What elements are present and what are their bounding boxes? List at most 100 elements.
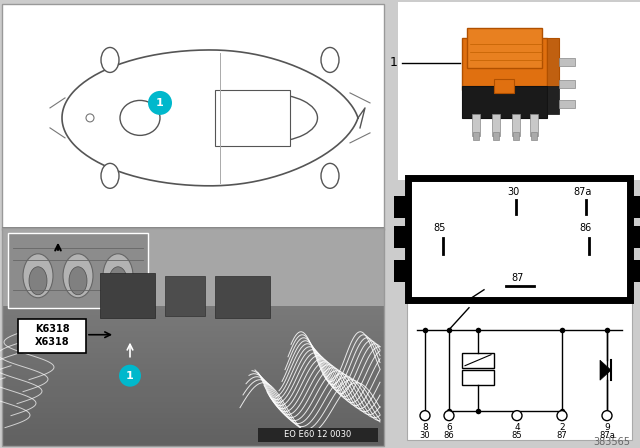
Bar xyxy=(547,86,559,114)
Bar xyxy=(462,353,494,368)
Text: 383565: 383565 xyxy=(593,437,630,447)
Bar xyxy=(258,428,378,442)
Text: 87: 87 xyxy=(512,273,524,283)
Text: 87a: 87a xyxy=(599,431,615,440)
Circle shape xyxy=(557,411,567,421)
Bar xyxy=(473,132,479,140)
Bar xyxy=(2,423,384,429)
Bar xyxy=(407,302,632,439)
Circle shape xyxy=(602,411,612,421)
Bar xyxy=(462,370,494,385)
Bar xyxy=(512,114,520,136)
Ellipse shape xyxy=(109,267,127,295)
Bar xyxy=(2,281,384,288)
Text: 4: 4 xyxy=(514,423,520,432)
Text: 85: 85 xyxy=(434,223,446,233)
Text: 30: 30 xyxy=(507,187,519,197)
Bar xyxy=(394,226,408,248)
Bar xyxy=(2,276,384,282)
Bar xyxy=(462,86,547,118)
Bar xyxy=(2,249,384,255)
Bar xyxy=(2,228,384,446)
Bar xyxy=(2,314,384,320)
Bar xyxy=(2,406,384,413)
Ellipse shape xyxy=(101,47,119,73)
Bar xyxy=(630,226,640,248)
Text: 6: 6 xyxy=(446,423,452,432)
Text: K6318: K6318 xyxy=(35,324,69,334)
Bar xyxy=(408,178,630,300)
Bar xyxy=(630,260,640,282)
Bar xyxy=(2,374,384,380)
Text: 9: 9 xyxy=(604,423,610,432)
Bar xyxy=(2,341,384,348)
Circle shape xyxy=(444,411,454,421)
Bar xyxy=(559,58,575,66)
Text: 1: 1 xyxy=(126,370,134,381)
Text: 86: 86 xyxy=(444,431,454,440)
Text: X6318: X6318 xyxy=(35,337,69,347)
Bar xyxy=(2,254,384,260)
Bar xyxy=(2,325,384,331)
Bar xyxy=(2,309,384,315)
Bar xyxy=(2,368,384,375)
Bar xyxy=(2,232,384,239)
Bar xyxy=(494,79,514,93)
Text: 87: 87 xyxy=(557,431,568,440)
Bar xyxy=(2,439,384,446)
Bar xyxy=(394,196,408,218)
Bar xyxy=(531,132,537,140)
Bar xyxy=(2,319,384,326)
Ellipse shape xyxy=(29,267,47,295)
Bar xyxy=(2,238,384,244)
Bar xyxy=(2,336,384,342)
Circle shape xyxy=(86,114,94,122)
Bar xyxy=(2,363,384,370)
Bar xyxy=(2,330,384,337)
Bar xyxy=(530,114,538,136)
Bar xyxy=(8,233,148,308)
Text: 86: 86 xyxy=(580,223,592,233)
Bar xyxy=(547,38,559,88)
Ellipse shape xyxy=(63,254,93,298)
Text: 1: 1 xyxy=(390,56,398,69)
Ellipse shape xyxy=(23,254,53,298)
Circle shape xyxy=(420,411,430,421)
Text: 8: 8 xyxy=(422,423,428,432)
Bar xyxy=(165,276,205,316)
Bar xyxy=(2,271,384,277)
Bar xyxy=(2,358,384,364)
Bar xyxy=(492,114,500,136)
Bar xyxy=(2,379,384,386)
Bar xyxy=(630,196,640,218)
Bar xyxy=(2,385,384,391)
Bar xyxy=(2,352,384,358)
Text: 87a: 87a xyxy=(574,187,592,197)
Polygon shape xyxy=(600,360,611,380)
Bar xyxy=(2,347,384,353)
Text: 1: 1 xyxy=(156,98,164,108)
Bar xyxy=(2,412,384,418)
Bar xyxy=(2,418,384,424)
Bar xyxy=(462,38,547,90)
Bar xyxy=(2,287,384,293)
Bar xyxy=(559,80,575,88)
Bar xyxy=(2,297,384,304)
Bar xyxy=(18,319,86,353)
Bar xyxy=(2,227,384,233)
Text: EO E60 12 0030: EO E60 12 0030 xyxy=(284,430,351,439)
Bar xyxy=(559,100,575,108)
Circle shape xyxy=(148,91,172,115)
Bar xyxy=(2,228,384,306)
Text: 85: 85 xyxy=(512,431,522,440)
Text: 2: 2 xyxy=(559,423,565,432)
Bar xyxy=(2,428,384,435)
Ellipse shape xyxy=(103,254,133,298)
Ellipse shape xyxy=(223,94,317,142)
Bar xyxy=(2,265,384,271)
Bar xyxy=(493,132,499,140)
Ellipse shape xyxy=(321,47,339,73)
Circle shape xyxy=(119,365,141,387)
Text: 30: 30 xyxy=(420,431,430,440)
Bar xyxy=(467,28,542,68)
